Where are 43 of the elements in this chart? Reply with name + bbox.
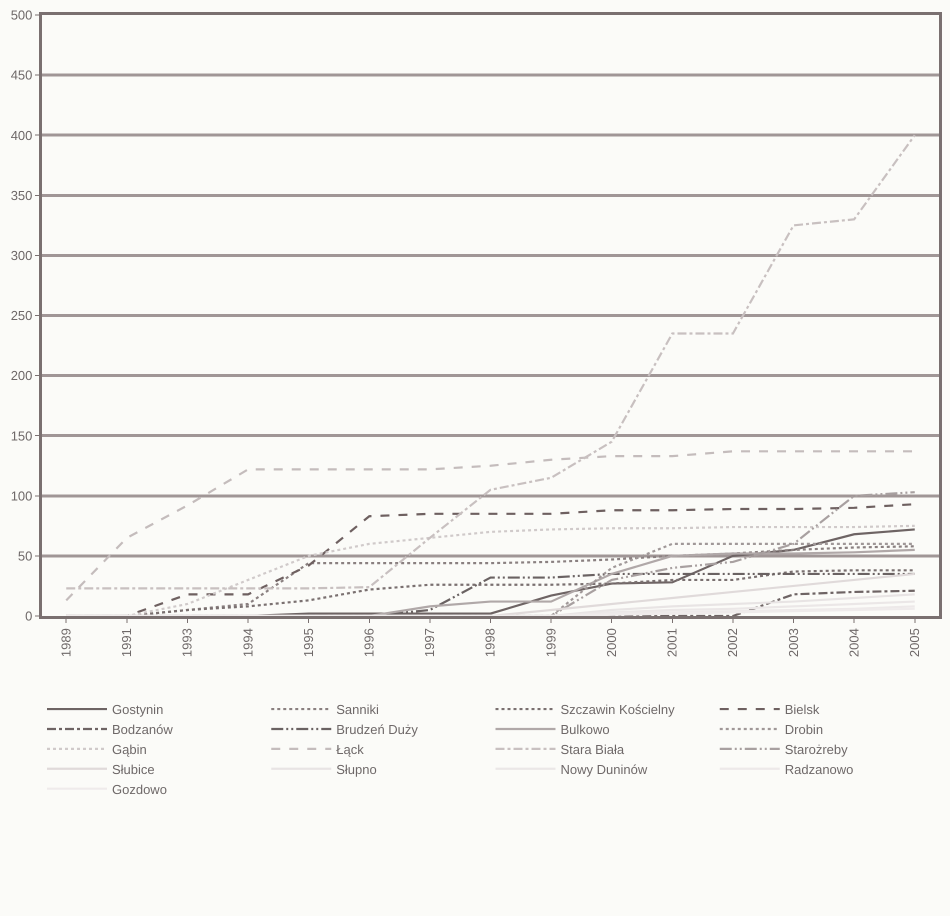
x-tick-label: 1999 (543, 628, 558, 658)
legend-label: Gostynin (112, 702, 164, 718)
legend-label: Sanniki (336, 702, 379, 718)
legend-label: Bielsk (784, 702, 820, 718)
legend-label: Gozdowo (112, 782, 167, 797)
y-tick-label: 0 (25, 608, 32, 624)
x-tick-label: 2002 (725, 628, 740, 658)
legend-label: Stara Biała (560, 742, 625, 757)
legend-label: Radzanowo (784, 762, 854, 777)
legend-label: Brudzeń Duży (336, 722, 418, 738)
legend-label: Szczawin Kościelny (560, 702, 676, 718)
x-tick-label: 1991 (119, 628, 134, 658)
legend-label: Słupno (336, 762, 377, 777)
x-tick-label: 2003 (786, 628, 801, 658)
y-tick-label: 450 (10, 68, 32, 83)
x-tick-label: 1989 (58, 628, 74, 658)
y-tick-label: 350 (10, 188, 32, 203)
x-tick-label: 2001 (664, 628, 680, 658)
x-tick-label: 1995 (300, 628, 316, 658)
x-tick-label: 1994 (240, 628, 256, 658)
y-tick-label: 300 (10, 248, 32, 263)
legend-label: Drobin (784, 722, 824, 738)
y-tick-label: 500 (10, 8, 32, 23)
legend-label: Łąck (336, 742, 364, 757)
y-tick-label: 150 (10, 428, 32, 444)
legend-label: Słubice (112, 762, 155, 777)
y-tick-label: 50 (18, 548, 32, 564)
y-tick-label: 400 (10, 128, 32, 143)
legend-label: Nowy Duninów (560, 762, 648, 777)
x-tick-label: 1998 (482, 628, 498, 658)
x-tick-label: 2004 (846, 628, 862, 658)
y-tick-label: 200 (10, 368, 32, 384)
x-tick-label: 1997 (422, 628, 438, 658)
legend-label: Bulkowo (560, 722, 610, 738)
x-tick-label: 1996 (362, 628, 377, 658)
y-tick-label: 100 (10, 488, 32, 504)
legend-label: Bodzanów (112, 722, 174, 738)
legend-label: Gąbin (112, 742, 147, 757)
x-tick-label: 2000 (604, 628, 619, 658)
legend-label: Starożreby (784, 742, 848, 757)
x-tick-label: 2005 (906, 628, 922, 658)
x-tick-label: 1993 (180, 628, 195, 658)
y-tick-label: 250 (10, 308, 32, 324)
